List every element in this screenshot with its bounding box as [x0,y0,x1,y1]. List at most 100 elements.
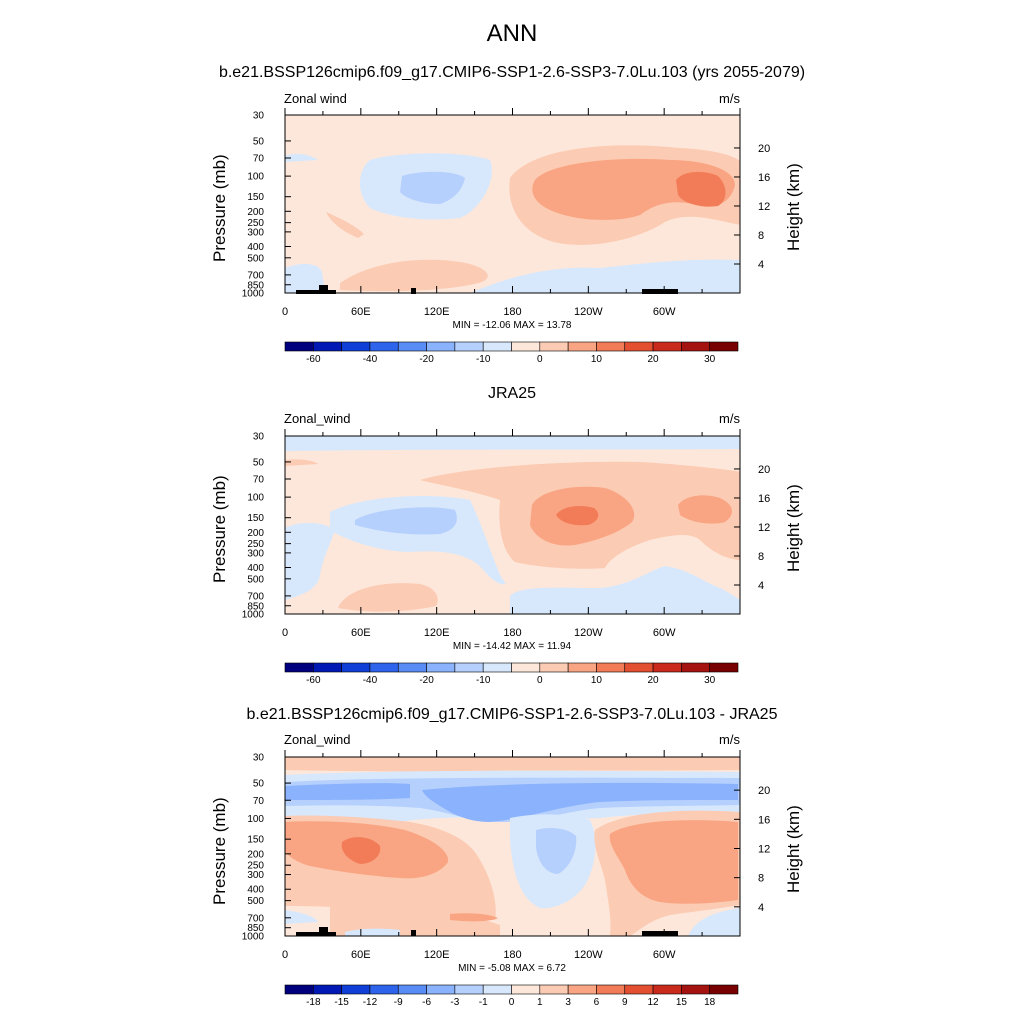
panel-3-ytick-label: 400 [247,885,264,896]
panel-1-colorbar-swatch [341,341,371,352]
panel-2-ytick-label: 200 [247,528,264,539]
panel-2-ytick-label: 1000 [242,610,265,621]
panel-1-ytick-label: 300 [247,227,264,238]
panel-1-colorbar-swatch [454,341,484,352]
panel-3-ytick-label: 100 [247,814,264,825]
panel-3-y2tick-label: 4 [758,902,764,914]
panel-3-contour-upper-blue-deep [285,783,410,800]
panel-3-ytick-label: 1000 [242,932,265,943]
panel-3-contour-lower-orange-strip [450,913,498,922]
panel-3-colorbar-swatch [426,984,456,995]
panel-1-xtick-label: 0 [282,306,288,318]
panel-1-variable-label: Zonal wind [284,91,347,106]
panel-1-plot-area [284,114,741,294]
panel-2-ytick-label: 300 [247,548,264,559]
panel-3-xtick-label: 120E [424,949,450,961]
panel-1-ytick-label: 700 [247,270,264,281]
panel-2-contour-blue-inner [355,507,457,535]
panel-3-ytick-label: 500 [247,896,264,907]
panel-2-contour-jet-side [678,495,732,524]
panel-1-colorbar-swatch [426,341,456,352]
panel-3-colorbar-swatch [596,984,626,995]
panel-1-colorbar-label: -20 [419,354,434,365]
panel-3-ytick-label: 700 [247,913,264,924]
panel-2-ytick-label: 100 [247,493,264,504]
panel-3-colorbar-label: -6 [422,997,431,1008]
panel-1-contour-orange-stripe [326,212,364,238]
panel-2-units-label: m/s [719,411,740,426]
panel-2-colorbar-swatch [341,662,371,673]
panel-1-colorbar-swatch [539,341,569,352]
panel-1-colorbar-label: 30 [704,354,716,365]
panel-3-colorbar-label: 12 [648,997,660,1008]
panel-3-colorbar-label: -9 [394,997,403,1008]
panel-3-y2tick-label: 8 [758,873,764,885]
panel-1-contour-high-blue-west [285,153,318,162]
panel-2-colorbar-label: -60 [306,675,321,686]
panel-1-y2tick-label: 4 [758,259,764,271]
panel-1-ytick-label: 70 [253,154,265,165]
panel-1-contour-jet-core [676,171,726,207]
panel-2-colorbar-swatch [397,662,427,673]
panel-3-ytick-label: 250 [247,861,264,872]
panel-1-contour-lowlevel-blue-east [470,259,740,293]
panel-2-colorbar-swatch [482,662,512,673]
panel-1-ytick-label: 30 [253,111,265,122]
panel-3-colorbar-label: 0 [509,997,515,1008]
panel-2-colorbar-label: -40 [363,675,378,686]
figure-title: ANN [486,20,538,47]
panel-2-ytick-label: 500 [247,574,264,585]
panel-3-title: b.e21.BSSP126cmip6.f09_g17.CMIP6-SSP1-2.… [246,706,778,723]
panel-2-ytick-label: 250 [247,539,264,550]
panel-1-xtick-label: 60E [351,306,371,318]
panel-1-ytick-label: 100 [247,172,264,183]
panel-2-variable-label: Zonal_wind [284,411,351,426]
panel-1-colorbar-label: 0 [537,354,543,365]
panel-2-colorbar-swatch [313,662,342,673]
panel-3-colorbar-label: 3 [565,997,571,1008]
panel-1-ytick-label: 850 [247,280,264,291]
panel-2-plot-area [284,435,741,615]
panel-1-colorbar-swatch [567,341,597,352]
panel-2-colorbar-label: 0 [537,675,543,686]
panel-3-colorbar-label: 9 [622,997,628,1008]
panel-3-xtick-label: 60W [653,949,676,961]
panel-2-colorbar-swatch [454,662,484,673]
panel-3-contour-center-blue-inner [536,828,577,874]
panel-1-colorbar-swatch [313,341,342,352]
panel-2-colorbar-swatch [567,662,597,673]
panel-3-colorbar-swatch [313,984,342,995]
panel-3-contour-east-orange-mid [609,820,738,904]
panel-3-colorbar-swatch [369,984,399,995]
panel-2-colorbar-label: 30 [704,675,716,686]
panel-1-ytick-label: 400 [247,242,264,253]
panel-1-colorbar-label: -60 [306,354,321,365]
panel-1-xtick-label: 120E [424,306,450,318]
panel-3-colorbar-label: -3 [450,997,459,1008]
panel-3-colorbar-swatch [652,984,682,995]
panel-3-contour-lower-orange [330,900,500,936]
panel-1-contour-jet-mid [532,158,735,220]
panel-2-colorbar-label: -10 [476,675,491,686]
panel-2-y2tick-label: 4 [758,580,764,592]
panel-3-colorbar-swatch [397,984,427,995]
panel-3-variable-label: Zonal_wind [284,732,351,747]
panel-3-y2tick-label: 12 [758,843,770,855]
panel-2-colorbar-swatch [426,662,456,673]
panel-2-xtick-label: 0 [282,627,288,639]
panel-3-contour-top-orange [285,757,740,772]
panel-2-colorbar-swatch [511,662,541,673]
colorbar-layer: -60 -40 -20 -10 0 10 20 30-60 -40 -20 -10 0 10 20 30-1… [284,341,739,1008]
panel-3-y2tick-label: 16 [758,814,770,826]
panel-3-ytick-label: 200 [247,849,264,860]
panel-3-colorbar-label: -12 [363,997,378,1008]
panel-3-ytick-label: 300 [247,870,264,881]
panel-1-colorbar-label: 20 [648,354,660,365]
panel-3-contour-west-orange-core [341,837,381,864]
panel-3-ytick-label: 30 [253,753,265,764]
panel-3-ytick-label: 850 [247,923,264,934]
panel-3-xtick-label: 180 [503,949,521,961]
panel-2-xtick-label: 180 [503,627,521,639]
panel-3-contour-west-lower-blue [285,910,318,924]
